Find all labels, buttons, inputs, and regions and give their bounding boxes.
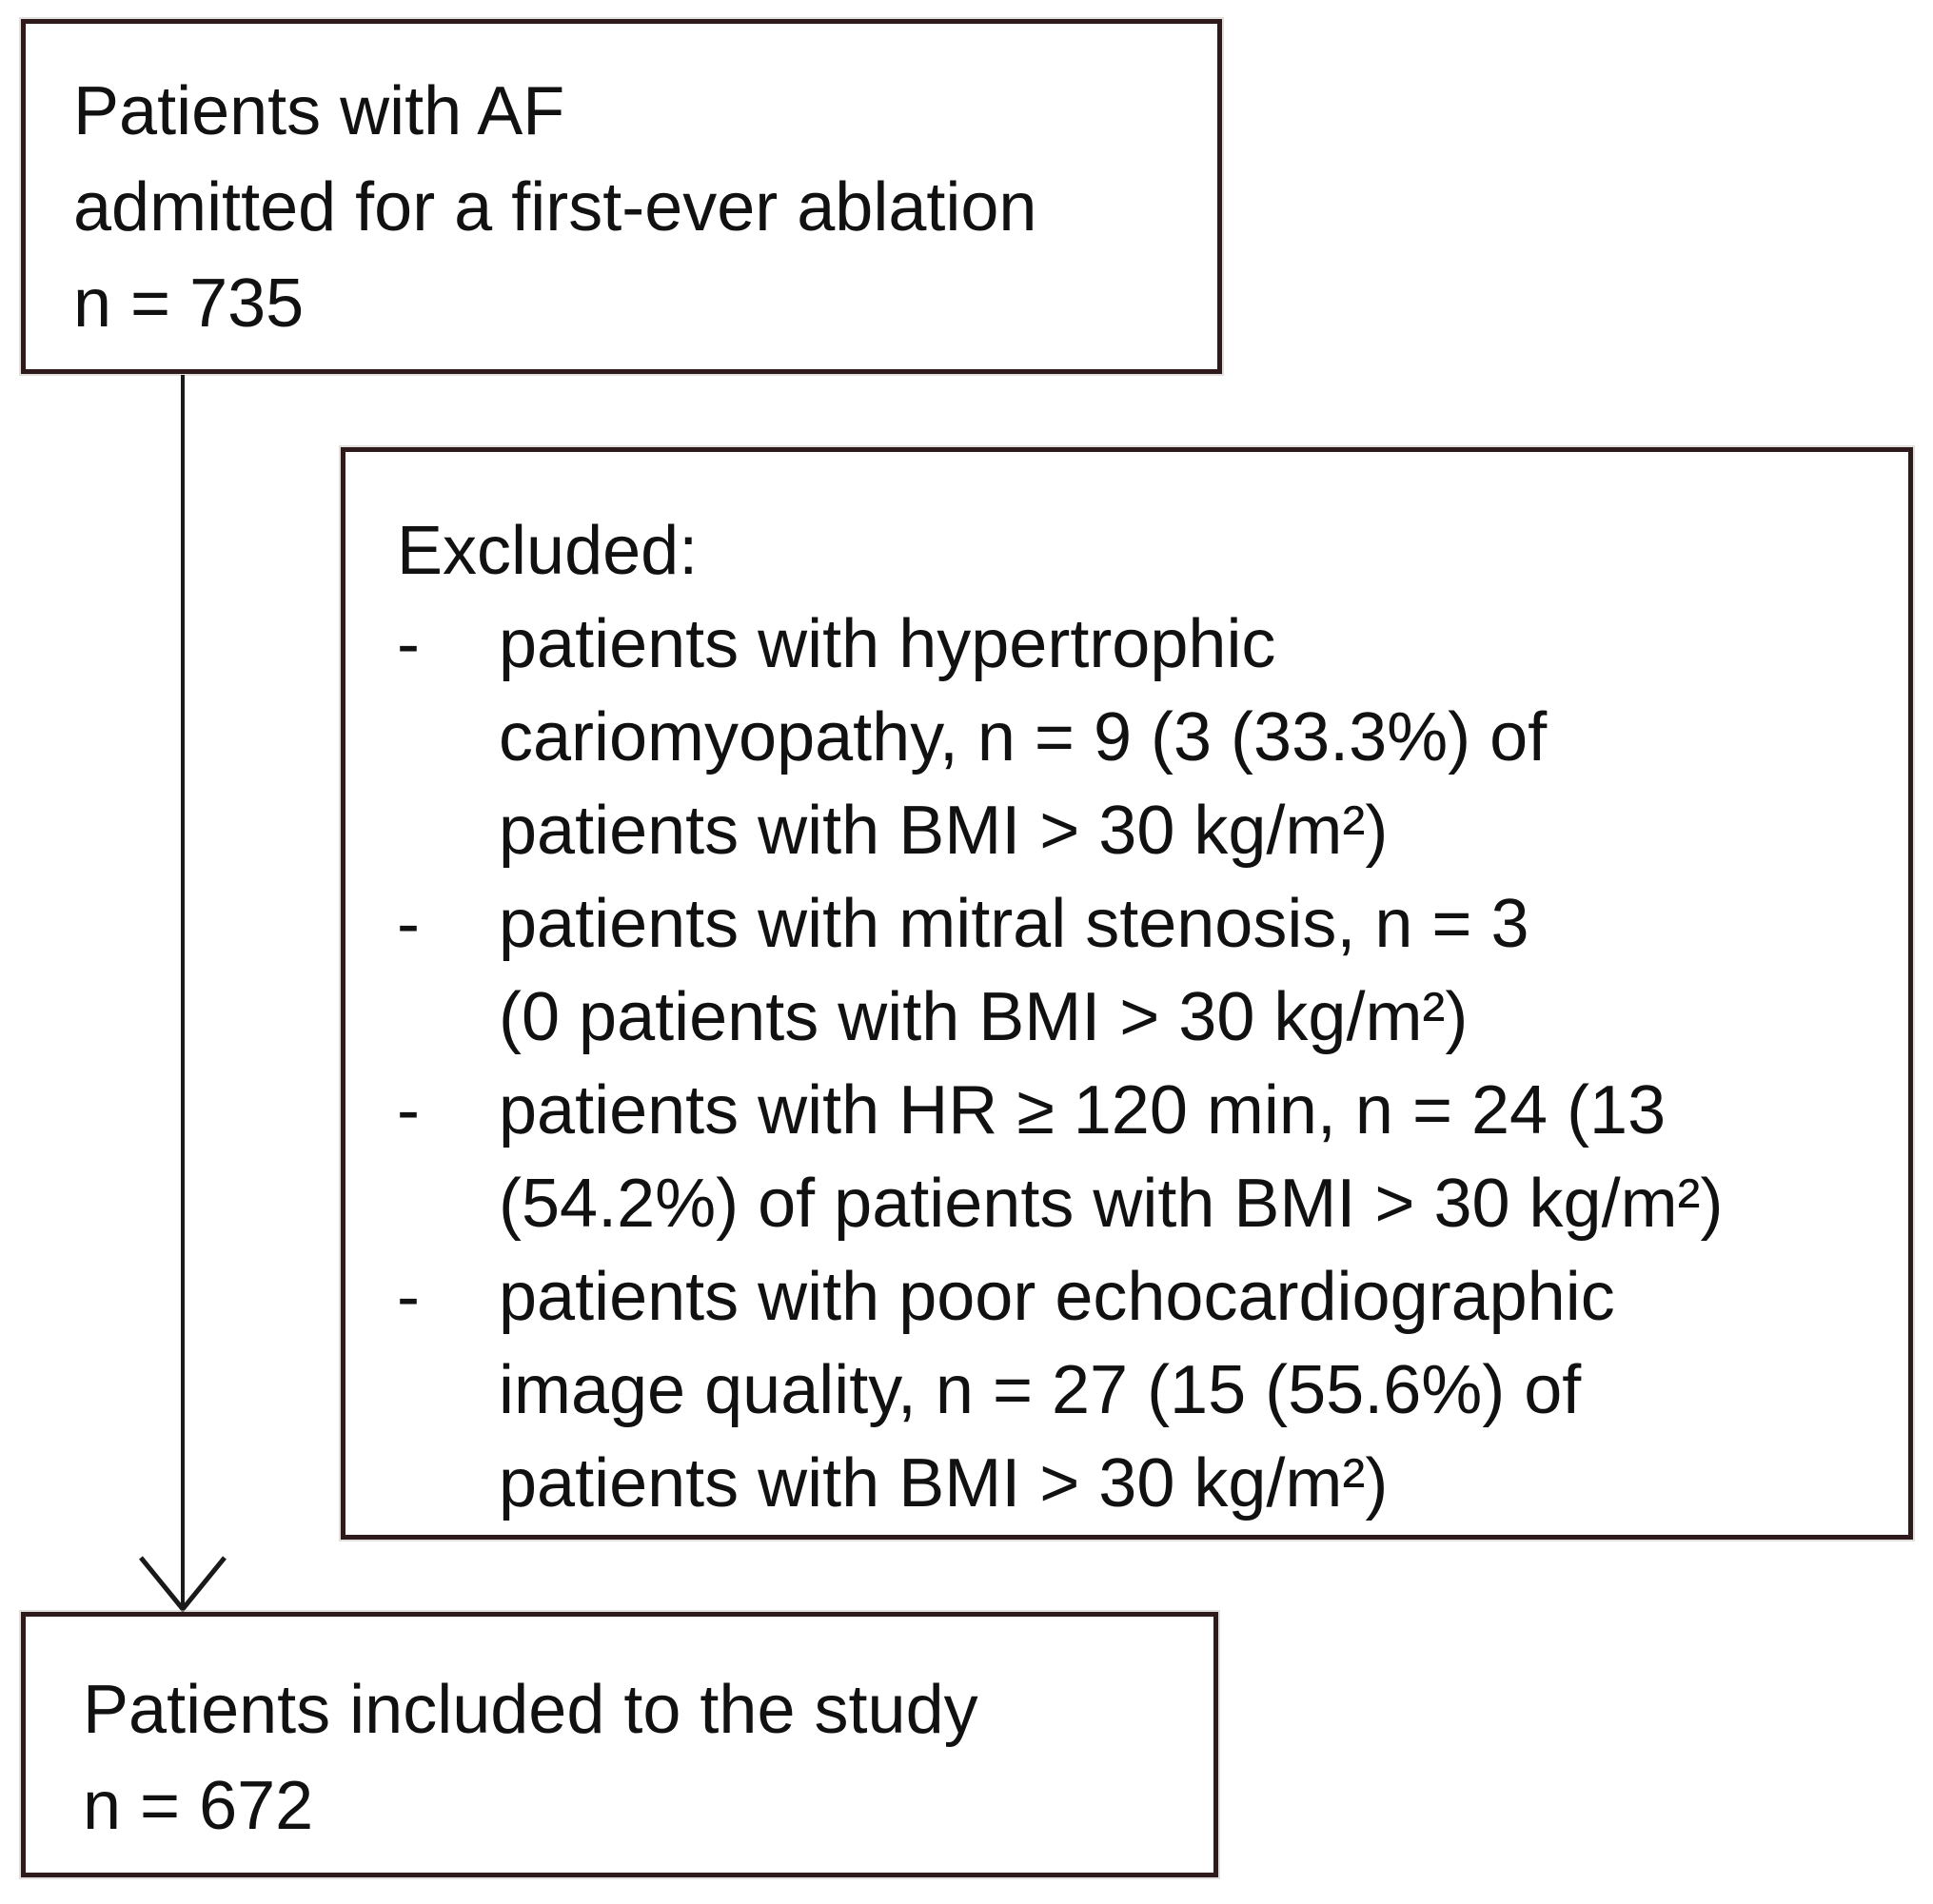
admitted-patients-box: Patients with AF admitted for a first-ev… [21, 19, 1222, 374]
bullet-dash: - [397, 1072, 420, 1148]
bullet-dash: - [397, 886, 420, 962]
excluded-heading: Excluded: [397, 513, 699, 589]
flow-arrow-head [139, 1556, 227, 1613]
included-patients-line: Patients included to the study [83, 1672, 978, 1748]
excluded-item-line: - patients with hypertrophic [397, 598, 1880, 691]
excluded-patients-box: Excluded: - patients with hypertrophic car… [341, 447, 1913, 1540]
included-patients-count: n = 672 [83, 1768, 314, 1844]
included-patients-box: Patients included to the study n = 672 [21, 1612, 1218, 1877]
admitted-patients-line: Patients with AF [73, 73, 565, 149]
excluded-items-list: - patients with hypertrophic cariomyopathy… [397, 598, 1880, 1530]
excluded-item-text: patients with hypertrophic [499, 606, 1276, 682]
excluded-item-line: - patients with HR ≥ 120 min, n = 24 (13 [397, 1064, 1880, 1157]
excluded-item-line: (54.2%) of patients with BMI > 30 kg/m²) [499, 1166, 1724, 1242]
admitted-patients-count: n = 735 [73, 265, 305, 342]
excluded-item-line: cariomyopathy, n = 9 (3 (33.3%) of [499, 699, 1548, 775]
excluded-item-text: patients with HR ≥ 120 min, n = 24 (13 [499, 1072, 1667, 1148]
excluded-item-line: patients with BMI > 30 kg/m²) [499, 1445, 1389, 1521]
bullet-dash: - [397, 606, 420, 682]
excluded-item-line: patients with BMI > 30 kg/m²) [499, 793, 1389, 869]
excluded-item-line: image quality, n = 27 (15 (55.6%) of [499, 1352, 1582, 1428]
excluded-item-text: patients with poor echocardiographic [499, 1259, 1615, 1335]
bullet-dash: - [397, 1259, 420, 1335]
excluded-item-line: (0 patients with BMI > 30 kg/m²) [499, 979, 1469, 1055]
excluded-item-text: patients with mitral stenosis, n = 3 [499, 886, 1529, 962]
excluded-item-line: - patients with mitral stenosis, n = 3 [397, 877, 1880, 971]
excluded-item-line: - patients with poor echocardiographic [397, 1250, 1880, 1344]
admitted-patients-line: admitted for a first-ever ablation [73, 169, 1037, 245]
